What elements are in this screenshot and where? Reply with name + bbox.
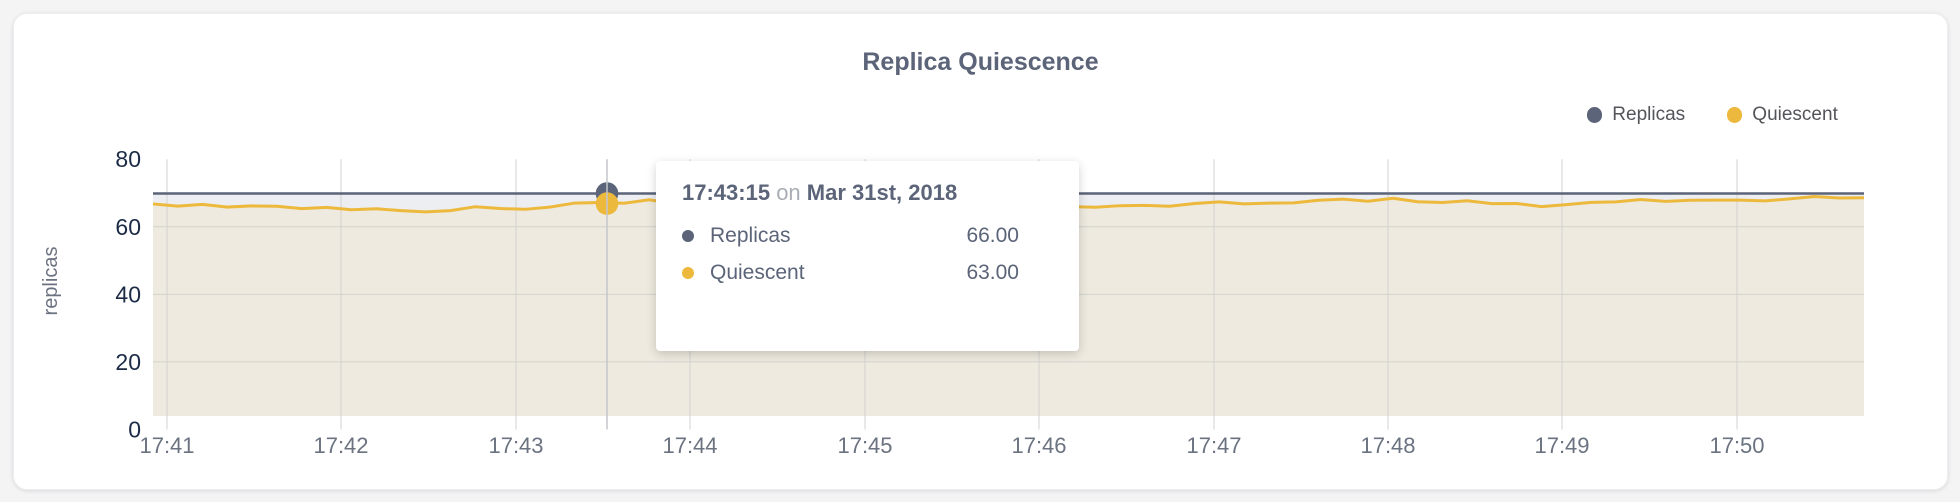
svg-text:17:49: 17:49 [1534, 433, 1589, 458]
svg-text:60: 60 [115, 214, 141, 240]
svg-text:40: 40 [115, 281, 141, 307]
svg-text:17:47: 17:47 [1186, 433, 1241, 458]
svg-text:17:44: 17:44 [662, 433, 717, 458]
svg-text:replicas: replicas [40, 247, 62, 316]
svg-text:17:50: 17:50 [1709, 433, 1764, 458]
svg-text:17:41: 17:41 [139, 433, 194, 458]
svg-text:17:46: 17:46 [1011, 433, 1066, 458]
svg-text:80: 80 [115, 146, 141, 172]
svg-text:17:45: 17:45 [837, 433, 892, 458]
svg-text:17:48: 17:48 [1360, 433, 1415, 458]
svg-text:20: 20 [115, 349, 141, 375]
svg-text:17:42: 17:42 [313, 433, 368, 458]
svg-text:17:43: 17:43 [488, 433, 543, 458]
